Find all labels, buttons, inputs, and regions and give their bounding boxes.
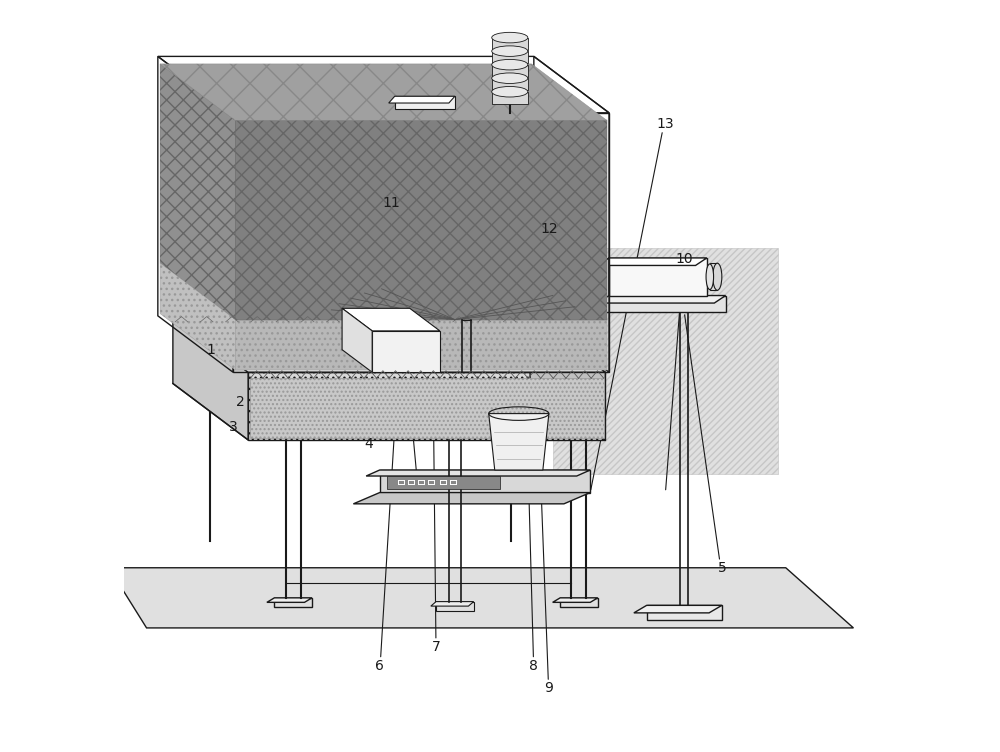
Polygon shape	[235, 120, 607, 320]
Ellipse shape	[492, 86, 528, 97]
Polygon shape	[372, 331, 440, 372]
Ellipse shape	[492, 46, 528, 56]
Polygon shape	[342, 308, 440, 331]
Polygon shape	[274, 598, 312, 607]
Polygon shape	[492, 92, 528, 104]
Polygon shape	[353, 493, 590, 504]
Polygon shape	[431, 602, 474, 606]
Polygon shape	[160, 64, 607, 120]
Ellipse shape	[492, 32, 528, 43]
Polygon shape	[492, 38, 528, 50]
Polygon shape	[387, 476, 500, 489]
Polygon shape	[380, 470, 590, 493]
Text: 13: 13	[657, 117, 674, 131]
Polygon shape	[160, 263, 235, 370]
Polygon shape	[250, 378, 604, 438]
Polygon shape	[109, 568, 853, 628]
Polygon shape	[609, 258, 707, 296]
Polygon shape	[395, 96, 455, 109]
Polygon shape	[389, 96, 455, 103]
Polygon shape	[173, 316, 605, 372]
Text: 2: 2	[236, 396, 245, 409]
Ellipse shape	[706, 264, 714, 290]
Polygon shape	[647, 605, 722, 620]
Polygon shape	[173, 316, 248, 440]
Text: 7: 7	[432, 640, 440, 653]
Text: 5: 5	[717, 561, 726, 575]
Text: 3: 3	[229, 420, 237, 434]
Polygon shape	[492, 78, 528, 90]
Polygon shape	[598, 296, 726, 312]
Polygon shape	[492, 51, 528, 63]
Polygon shape	[492, 65, 528, 77]
Text: 4: 4	[364, 437, 373, 450]
Polygon shape	[553, 598, 598, 602]
Polygon shape	[598, 258, 707, 265]
Polygon shape	[342, 308, 372, 372]
Text: 10: 10	[675, 253, 693, 266]
Polygon shape	[553, 248, 778, 474]
Polygon shape	[598, 258, 609, 303]
Ellipse shape	[713, 263, 722, 290]
Text: 8: 8	[529, 659, 538, 672]
Polygon shape	[366, 470, 590, 476]
Polygon shape	[560, 598, 598, 607]
Text: 6: 6	[375, 659, 384, 672]
Polygon shape	[235, 320, 607, 370]
Ellipse shape	[492, 59, 528, 70]
Polygon shape	[710, 263, 717, 290]
Polygon shape	[489, 414, 549, 470]
Polygon shape	[586, 296, 726, 303]
Polygon shape	[530, 316, 605, 440]
Polygon shape	[160, 64, 235, 320]
Polygon shape	[634, 605, 722, 613]
Polygon shape	[267, 598, 312, 602]
Text: 11: 11	[382, 196, 400, 210]
Text: 9: 9	[544, 681, 553, 695]
Ellipse shape	[492, 73, 528, 83]
Polygon shape	[436, 602, 474, 611]
Text: 12: 12	[540, 223, 558, 236]
Polygon shape	[248, 372, 605, 440]
Text: 1: 1	[206, 343, 215, 356]
Polygon shape	[586, 296, 598, 320]
